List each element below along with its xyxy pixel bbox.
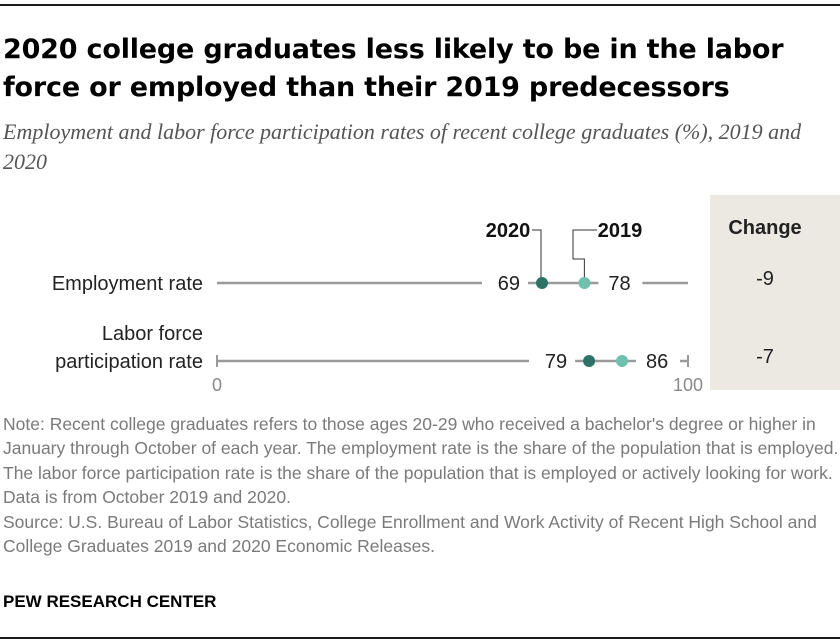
category-label: Employment rate — [52, 273, 203, 295]
change-column-bg — [710, 195, 840, 390]
value-label-2020: 79 — [545, 351, 567, 373]
value-label-2020: 69 — [498, 273, 520, 295]
legend-leader-2020 — [532, 229, 542, 283]
dot-2019 — [616, 355, 629, 367]
legend-label-2020: 2020 — [486, 220, 531, 242]
tick-label-100: 100 — [673, 375, 703, 395]
dot-chart: Change 2020 2019 Employment rate 69 78 -9 Labor… — [52, 195, 840, 395]
chart-title: 2020 college graduates less likely to be… — [3, 34, 784, 103]
dot-2019 — [578, 277, 591, 289]
source-text: Source: U.S. Bureau of Labor Statistics,… — [3, 511, 817, 557]
chart-subtitle: Employment and labor force participation… — [3, 119, 802, 174]
legend-leader-2019 — [572, 229, 597, 283]
brand-logo-text: PEW RESEARCH CENTER — [3, 592, 217, 611]
change-value: -7 — [756, 346, 774, 368]
change-value: -9 — [756, 268, 774, 290]
legend-label-2019: 2019 — [598, 220, 643, 242]
value-label-2019: 78 — [608, 273, 630, 295]
change-header: Change — [728, 217, 801, 239]
category-label: participation rate — [55, 351, 203, 373]
dot-2020 — [535, 277, 548, 289]
bottom-rule — [0, 637, 840, 639]
tick-label-0: 0 — [212, 375, 222, 395]
notes-section: Note: Recent college graduates refers to… — [3, 412, 839, 558]
note-text: Note: Recent college graduates refers to… — [3, 414, 839, 508]
dot-2020 — [583, 355, 596, 367]
value-label-2019: 86 — [646, 351, 668, 373]
top-rule — [0, 4, 840, 6]
category-label: Labor force — [102, 323, 203, 345]
